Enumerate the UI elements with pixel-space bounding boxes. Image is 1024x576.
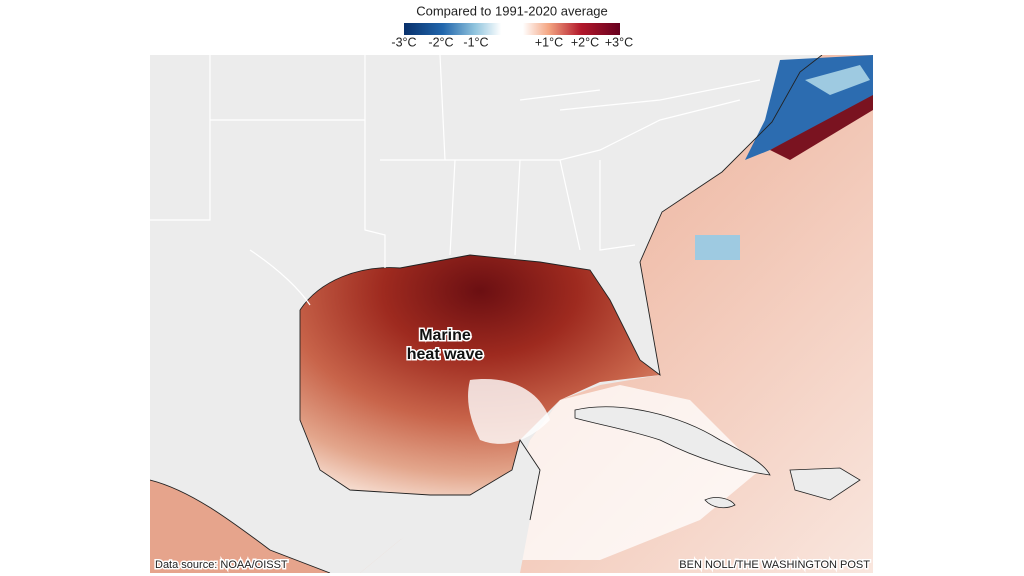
annotation: Marine bbox=[419, 327, 471, 344]
legend-label: +1°C bbox=[535, 35, 563, 49]
warm-band bbox=[770, 95, 873, 160]
yucatan bbox=[360, 440, 540, 573]
pacific-anomaly bbox=[150, 480, 330, 573]
legend-scale bbox=[404, 23, 620, 35]
cuba bbox=[574, 406, 771, 476]
coastline bbox=[299, 55, 823, 377]
map bbox=[150, 55, 873, 573]
credit: BEN NOLL/THE WASHINGTON POST bbox=[679, 559, 870, 571]
coastline-south bbox=[299, 310, 541, 521]
gulf-neutral bbox=[468, 379, 550, 444]
cool-patch bbox=[695, 235, 740, 260]
legend-label: +2°C bbox=[571, 35, 599, 49]
state-borders bbox=[150, 55, 761, 306]
legend-label: -1°C bbox=[463, 35, 488, 49]
annotation: heat wave bbox=[407, 346, 484, 363]
pacific-coast bbox=[150, 479, 331, 573]
atlantic-anomaly bbox=[360, 55, 873, 573]
gulf-anomaly bbox=[300, 255, 660, 495]
jamaica bbox=[704, 497, 736, 509]
legend-label: -3°C bbox=[391, 35, 416, 49]
legend-label: +3°C bbox=[605, 35, 633, 49]
legend-label: -2°C bbox=[428, 35, 453, 49]
hispaniola bbox=[789, 467, 861, 501]
legend-title: Compared to 1991-2020 average bbox=[416, 3, 608, 18]
cold-anomaly-light bbox=[805, 65, 870, 95]
source: Data source: NOAA/OISST bbox=[155, 559, 288, 571]
